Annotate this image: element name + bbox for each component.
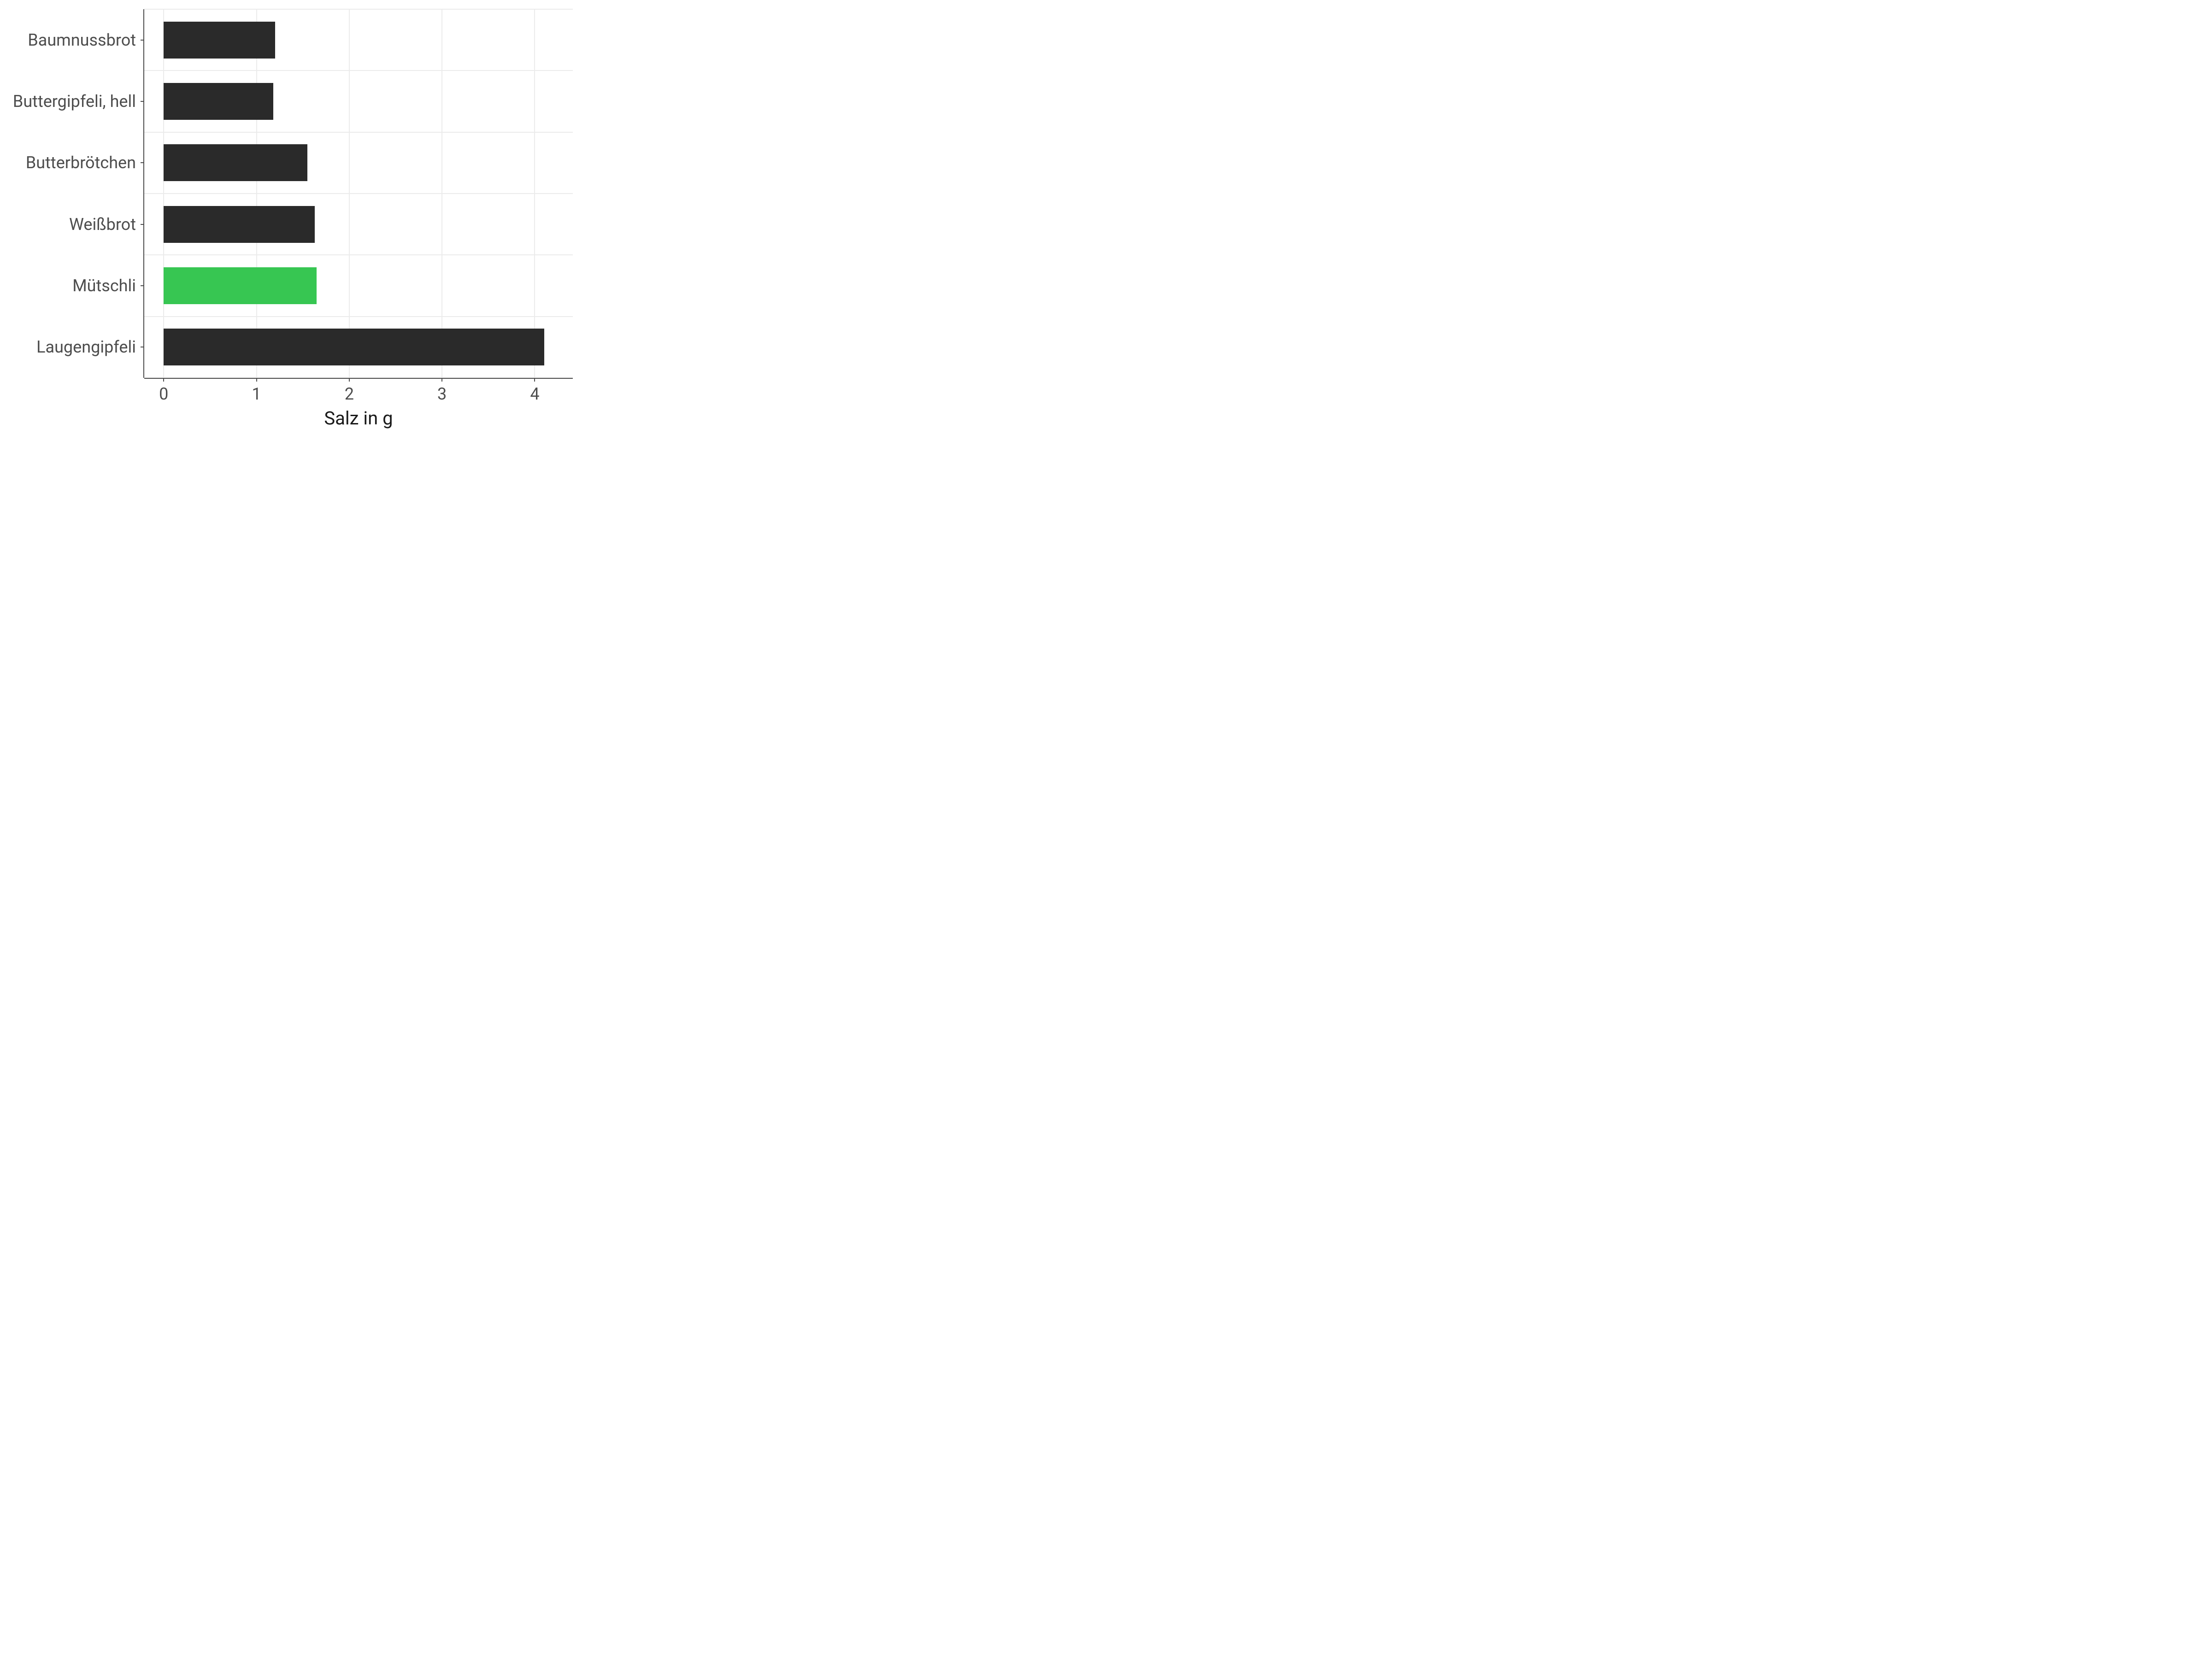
category-label: Buttergipfeli, hell bbox=[13, 92, 136, 111]
gridline-horizontal bbox=[144, 193, 573, 194]
bar bbox=[164, 144, 307, 181]
bar bbox=[164, 22, 275, 59]
category-label: Laugengipfeli bbox=[36, 337, 136, 357]
y-axis-line bbox=[143, 9, 144, 378]
category-label: Mütschli bbox=[72, 276, 136, 295]
gridline-horizontal bbox=[144, 9, 573, 10]
gridline-horizontal bbox=[144, 254, 573, 255]
x-axis-title: Salz in g bbox=[324, 407, 393, 429]
bar bbox=[164, 83, 273, 120]
category-label: Weißbrot bbox=[69, 215, 136, 234]
x-tick-label: 4 bbox=[530, 384, 539, 404]
x-tick-label: 1 bbox=[252, 384, 261, 404]
gridline-horizontal bbox=[144, 70, 573, 71]
x-axis-line bbox=[144, 378, 573, 379]
category-label: Baumnussbrot bbox=[28, 30, 136, 50]
gridline-horizontal bbox=[144, 132, 573, 133]
bar bbox=[164, 267, 317, 304]
plot-area: 01234BaumnussbrotButtergipfeli, hellButt… bbox=[144, 9, 573, 378]
bar bbox=[164, 206, 315, 243]
x-tick-label: 2 bbox=[345, 384, 354, 404]
gridline-horizontal bbox=[144, 316, 573, 317]
salt-bar-chart: 0 1 2 3 4 Baumnussbrot Buttergipfeli, hell Butt… bbox=[0, 0, 590, 442]
x-tick-label: 3 bbox=[437, 384, 447, 404]
category-label: Butterbrötchen bbox=[26, 153, 136, 172]
bar bbox=[164, 329, 544, 365]
x-tick-label: 0 bbox=[159, 384, 168, 404]
